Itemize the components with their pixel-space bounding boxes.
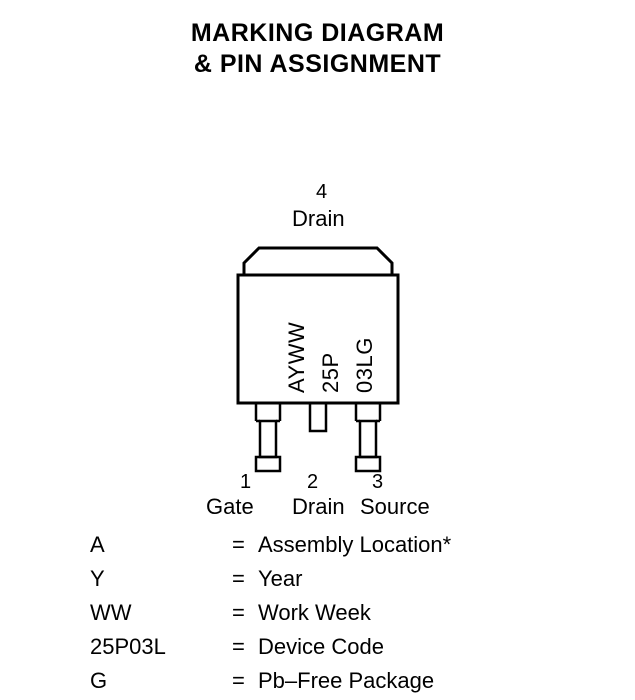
legend-eq: = — [232, 664, 258, 698]
legend-table: A = Assembly Location* Y = Year WW = Wor… — [90, 528, 451, 698]
pin3-label: Source — [360, 494, 430, 520]
legend-eq: = — [232, 528, 258, 562]
legend-key: Y — [90, 562, 232, 596]
title-line1: MARKING DIAGRAM — [0, 18, 635, 49]
pin3-number: 3 — [372, 471, 383, 494]
legend-eq: = — [232, 630, 258, 664]
title-line2: & PIN ASSIGNMENT — [0, 49, 635, 80]
pin4-label: Drain — [292, 206, 345, 232]
pin1-label: Gate — [206, 494, 254, 520]
marking-line3: 03LG — [352, 337, 378, 393]
legend-eq: = — [232, 596, 258, 630]
marking-line2: 25P — [318, 352, 344, 393]
legend-row: A = Assembly Location* — [90, 528, 451, 562]
legend-key: 25P03L — [90, 630, 232, 664]
legend-value: Assembly Location* — [258, 528, 451, 562]
legend-key: G — [90, 664, 232, 698]
pin4-number: 4 — [316, 181, 327, 204]
legend-row: WW = Work Week — [90, 596, 451, 630]
pin2-number: 2 — [307, 471, 318, 494]
title-block: MARKING DIAGRAM & PIN ASSIGNMENT — [0, 0, 635, 81]
legend-value: Device Code — [258, 630, 384, 664]
legend-value: Year — [258, 562, 302, 596]
pin2-label: Drain — [292, 494, 345, 520]
pin1-number: 1 — [240, 471, 251, 494]
legend-row: G = Pb–Free Package — [90, 664, 451, 698]
legend-key: WW — [90, 596, 232, 630]
legend-value: Work Week — [258, 596, 371, 630]
legend-key: A — [90, 528, 232, 562]
legend-row: 25P03L = Device Code — [90, 630, 451, 664]
diagram-area: 4 Drain AYWW 25P 03LG — [0, 81, 635, 511]
legend-eq: = — [232, 562, 258, 596]
legend-row: Y = Year — [90, 562, 451, 596]
marking-line1: AYWW — [284, 321, 310, 392]
legend-value: Pb–Free Package — [258, 664, 434, 698]
